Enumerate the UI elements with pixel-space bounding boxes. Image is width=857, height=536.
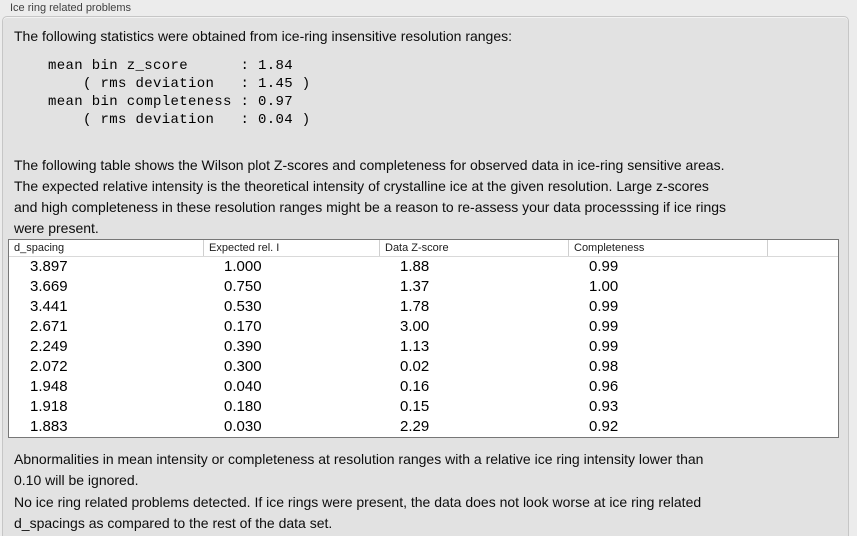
- table-row[interactable]: 1.918 0.180 0.15 0.93: [9, 397, 838, 417]
- table-header-row: d_spacing Expected rel. I Data Z-score C…: [9, 240, 838, 257]
- groupbox-title: Ice ring related problems: [10, 2, 132, 14]
- table-row[interactable]: 2.072 0.300 0.02 0.98: [9, 357, 838, 377]
- table-row[interactable]: 1.883 0.030 2.29 0.92: [9, 417, 838, 437]
- table-cell: 0.99: [589, 318, 619, 335]
- table-cell: 0.93: [589, 398, 619, 415]
- table-cell: 0.390: [224, 338, 262, 355]
- table-row[interactable]: 3.897 1.000 1.88 0.99: [9, 257, 838, 277]
- table-cell: 1.918: [30, 398, 68, 415]
- ice-ring-table: d_spacing Expected rel. I Data Z-score C…: [8, 239, 839, 438]
- table-body: 3.897 1.000 1.88 0.99 3.669 0.750 1.37 1.00 3.44…: [9, 257, 838, 437]
- column-header-empty: [767, 240, 838, 256]
- table-cell-empty: [767, 397, 838, 417]
- table-cell: 1.13: [400, 338, 430, 355]
- table-cell-empty: [767, 377, 838, 397]
- table-row[interactable]: 2.249 0.390 1.13 0.99: [9, 337, 838, 357]
- table-cell-empty: [767, 277, 838, 297]
- table-cell: 0.530: [224, 298, 262, 315]
- table-cell: 1.78: [400, 298, 430, 315]
- table-cell: 0.02: [400, 358, 430, 375]
- table-cell: 3.897: [30, 258, 68, 275]
- table-cell: 0.16: [400, 378, 430, 395]
- table-cell: 2.29: [400, 418, 430, 435]
- table-cell: 1.00: [589, 278, 619, 295]
- table-row[interactable]: 3.441 0.530 1.78 0.99: [9, 297, 838, 317]
- column-header-d-spacing[interactable]: d_spacing: [14, 242, 65, 254]
- ignore-note-text: Abnormalities in mean intensity or compl…: [14, 451, 704, 488]
- table-cell-empty: [767, 337, 838, 357]
- table-cell-empty: [767, 417, 838, 437]
- table-cell-empty: [767, 317, 838, 337]
- table-cell-empty: [767, 297, 838, 317]
- table-cell: 3.00: [400, 318, 430, 335]
- table-cell: 2.249: [30, 338, 68, 355]
- table-cell: 1.88: [400, 258, 430, 275]
- table-cell: 0.99: [589, 298, 619, 315]
- table-cell: 0.99: [589, 338, 619, 355]
- table-cell: 0.170: [224, 318, 262, 335]
- conclusion-text: No ice ring related problems detected. I…: [14, 494, 702, 531]
- table-cell: 0.750: [224, 278, 262, 295]
- column-header-expected-rel-i[interactable]: Expected rel. I: [203, 240, 379, 256]
- column-header-data-z-score[interactable]: Data Z-score: [379, 240, 568, 256]
- table-cell: 3.441: [30, 298, 68, 315]
- stats-intro-text: The following statistics were obtained f…: [14, 28, 513, 44]
- table-row[interactable]: 3.669 0.750 1.37 1.00: [9, 277, 838, 297]
- column-header-completeness[interactable]: Completeness: [568, 240, 767, 256]
- table-cell: 0.030: [224, 418, 262, 435]
- table-cell: 0.300: [224, 358, 262, 375]
- stats-block: mean bin z_score : 1.84 ( rms deviation …: [48, 58, 311, 128]
- table-cell: 1.37: [400, 278, 430, 295]
- table-description-text: The following table shows the Wilson plo…: [14, 157, 727, 236]
- table-cell-empty: [767, 257, 838, 277]
- table-row[interactable]: 2.671 0.170 3.00 0.99: [9, 317, 838, 337]
- table-cell: 1.948: [30, 378, 68, 395]
- table-cell: 0.98: [589, 358, 619, 375]
- table-cell: 0.040: [224, 378, 262, 395]
- table-cell: 0.92: [589, 418, 619, 435]
- table-cell-empty: [767, 357, 838, 377]
- table-cell: 0.99: [589, 258, 619, 275]
- table-cell: 0.15: [400, 398, 430, 415]
- table-cell: 3.669: [30, 278, 68, 295]
- table-row[interactable]: 1.948 0.040 0.16 0.96: [9, 377, 838, 397]
- table-cell: 1.000: [224, 258, 262, 275]
- table-cell: 2.072: [30, 358, 68, 375]
- table-cell: 0.180: [224, 398, 262, 415]
- table-cell: 2.671: [30, 318, 68, 335]
- table-cell: 0.96: [589, 378, 619, 395]
- table-cell: 1.883: [30, 418, 68, 435]
